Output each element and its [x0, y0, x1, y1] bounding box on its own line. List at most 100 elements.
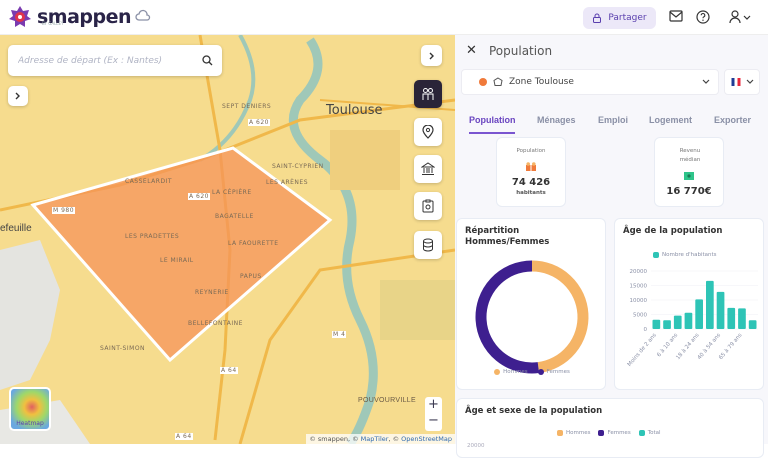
maptiler-link[interactable]: MapTiler — [360, 435, 389, 443]
gender-donut-chart — [475, 260, 589, 374]
panel-tabs: Population Ménages Emploi Logement Expor… — [455, 115, 768, 133]
france-flag-icon — [731, 78, 740, 86]
chevron-right-icon — [15, 92, 20, 100]
legend-label: Total — [647, 430, 661, 436]
road-label: A 620 — [188, 193, 210, 200]
legend-label: Hommes — [503, 369, 528, 375]
bar[interactable] — [673, 315, 682, 329]
age-card: Âge de la population Nombre d'habitants … — [614, 218, 764, 390]
road-label: M 980 — [52, 207, 76, 214]
card-title: Âge et sexe de la population — [465, 406, 603, 416]
map-district-label: SEPT DENIERS — [222, 103, 272, 110]
map-district-label: REYNERIE — [195, 289, 229, 296]
road-label: A 64 — [220, 367, 238, 374]
map-district-label: LES ARÈNES — [266, 179, 309, 186]
address-search — [8, 45, 222, 76]
zoom-out-button[interactable]: − — [428, 413, 439, 428]
zoom-control: + − — [425, 397, 442, 431]
search-icon[interactable] — [202, 55, 213, 66]
cloud-sync-icon[interactable] — [135, 9, 151, 23]
map-district-label: LES PRADETTES — [125, 233, 180, 240]
close-panel-icon[interactable]: ✕ — [466, 43, 477, 58]
tab-logement[interactable]: Logement — [649, 115, 693, 125]
kpi-value: 74 426 — [511, 177, 551, 188]
tool-location-button[interactable] — [414, 118, 442, 146]
tool-data-button[interactable] — [414, 231, 442, 259]
chevron-right-icon — [429, 52, 434, 59]
donut-slice-femmes[interactable] — [475, 260, 540, 374]
zone-name: Zone Toulouse — [509, 77, 574, 87]
bar[interactable] — [727, 307, 736, 329]
country-select[interactable] — [724, 69, 760, 95]
brand-name: smappen — [37, 6, 132, 28]
bar[interactable] — [748, 320, 757, 329]
age-legend[interactable]: Nombre d'habitants — [653, 252, 717, 258]
kpi-label: Population — [516, 148, 546, 154]
kpi-revenu: Revenu médian 16 770€ — [654, 137, 724, 207]
active-tab-indicator — [469, 132, 515, 134]
zone-polygon[interactable] — [30, 146, 333, 363]
brand-sub: BY GALLEY — [42, 21, 64, 26]
legend-femmes[interactable]: Femmes — [537, 369, 570, 375]
tool-population-button[interactable] — [414, 80, 442, 108]
polygon-icon — [493, 77, 503, 86]
y-tick-label: 5000 — [633, 313, 647, 319]
bar[interactable] — [706, 280, 714, 329]
legend-hommes[interactable]: Hommes — [494, 369, 528, 375]
x-tick-label: 6 à 10 ans — [655, 332, 679, 359]
legend-hommes[interactable]: Hommes — [557, 430, 590, 436]
y-tick-label: 15000 — [630, 284, 648, 290]
x-tick-label: Moins de 2 ans — [627, 332, 658, 368]
database-icon — [423, 238, 433, 252]
user-menu-icon[interactable] — [729, 10, 751, 24]
help-icon[interactable] — [696, 10, 710, 24]
zoom-in-button[interactable]: + — [428, 397, 439, 412]
smappen-logo-icon — [9, 6, 31, 27]
bar[interactable] — [652, 319, 661, 329]
tab-exporter[interactable]: Exporter — [714, 115, 752, 125]
expand-left-button[interactable] — [8, 86, 28, 106]
heatmap-toggle[interactable]: Heatmap — [9, 387, 51, 431]
map-canvas[interactable]: Toulouse efeuille LA CÉPIÈRE LES ARÈNES … — [0, 35, 455, 444]
panel-title: Population — [489, 44, 553, 58]
collapse-panel-button[interactable] — [421, 45, 442, 66]
legend-femmes[interactable]: Femmes — [598, 430, 631, 436]
age-sex-card: Âge et sexe de la population Hommes Femm… — [456, 398, 764, 458]
tab-population[interactable]: Population — [469, 115, 516, 125]
bar[interactable] — [663, 320, 671, 329]
people-icon — [526, 162, 536, 171]
bar[interactable] — [684, 312, 693, 329]
bar[interactable] — [695, 299, 703, 329]
address-search-input[interactable] — [18, 55, 198, 66]
card-title: Âge de la population — [623, 226, 723, 236]
tool-report-button[interactable] — [414, 192, 442, 220]
card-title: Répartition Hommes/Femmes — [465, 226, 550, 247]
map-district-label: CASSELARDIT — [125, 178, 173, 185]
share-button[interactable]: Partager — [583, 7, 656, 29]
people-icon — [422, 88, 434, 100]
map-pin-icon — [422, 125, 434, 139]
kpi-unit: habitants — [516, 190, 546, 196]
donut-slice-hommes[interactable] — [531, 260, 589, 374]
mail-icon[interactable] — [669, 10, 683, 22]
kpi-label: Revenu médian — [679, 148, 701, 163]
share-label: Partager — [608, 13, 647, 23]
tab-menages[interactable]: Ménages — [537, 115, 576, 125]
map-attribution: © smappen, © MapTiler, © OpenStreetMap — [306, 434, 455, 444]
zone-select[interactable]: Zone Toulouse — [461, 69, 719, 95]
attrib-sep: , © — [388, 435, 402, 443]
legend-label: Femmes — [546, 369, 570, 375]
chevron-down-icon — [702, 79, 710, 84]
map-district-label: SAINT-SIMON — [100, 345, 146, 352]
osm-link[interactable]: OpenStreetMap — [401, 435, 452, 443]
map-district-label: SAINT-CYPRIEN — [272, 163, 324, 170]
logo[interactable]: smappen — [9, 6, 132, 28]
bar[interactable] — [738, 308, 746, 329]
tool-institution-button[interactable] — [414, 155, 442, 183]
clipboard-icon — [422, 199, 434, 213]
tab-emploi[interactable]: Emploi — [598, 115, 629, 125]
bank-icon — [421, 162, 435, 175]
bar[interactable] — [716, 291, 725, 329]
legend-total[interactable]: Total — [638, 430, 661, 436]
